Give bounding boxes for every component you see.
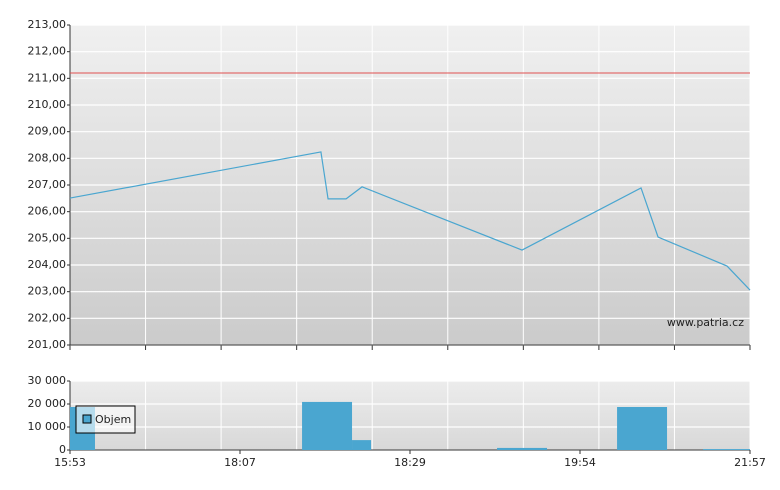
- y-tick-label: 203,00: [28, 285, 67, 298]
- volume-bar: [352, 440, 372, 450]
- legend-label: Objem: [95, 413, 131, 426]
- price-line: [69, 151, 751, 291]
- volume-bar: [703, 449, 750, 450]
- y-tick-label: 10 000: [28, 420, 67, 433]
- y-tick-label: 201,00: [28, 338, 67, 351]
- volume-bar: [497, 447, 548, 450]
- y-tick-label: 206,00: [28, 205, 67, 218]
- y-tick-label: 209,00: [28, 125, 67, 138]
- y-tick-label: 210,00: [28, 98, 67, 111]
- volume-bar: [617, 406, 668, 450]
- y-tick-label: 30 000: [28, 374, 67, 387]
- y-tick-label: 205,00: [28, 231, 67, 244]
- x-tick-label: 19:54: [564, 456, 596, 469]
- y-tick-label: 212,00: [28, 45, 67, 58]
- x-tick-label: 18:07: [224, 456, 256, 469]
- y-tick-label: 208,00: [28, 151, 67, 164]
- y-tick-label: 213,00: [28, 18, 67, 31]
- y-tick-label: 20 000: [28, 397, 67, 410]
- y-tick-label: 211,00: [28, 71, 67, 84]
- y-tick-label: 207,00: [28, 178, 67, 191]
- y-tick-label: 204,00: [28, 258, 67, 271]
- y-tick-label: 202,00: [28, 311, 67, 324]
- watermark: www.patria.cz: [667, 316, 744, 329]
- x-tick-label: 18:29: [394, 456, 426, 469]
- y-tick-label: 0: [59, 443, 66, 456]
- x-tick-label: 21:57: [734, 456, 766, 469]
- x-tick-label: 15:53: [54, 456, 86, 469]
- volume-bar: [302, 401, 353, 450]
- legend-swatch: [82, 414, 92, 424]
